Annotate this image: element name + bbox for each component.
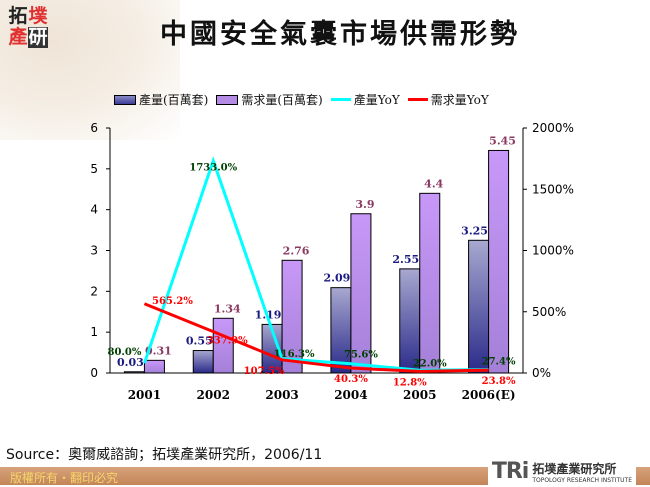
bar-demand [488, 149, 510, 374]
line-data-label: 107.5% [244, 366, 285, 377]
legend-swatch [216, 94, 239, 105]
legend-item: 產量YoY [330, 91, 400, 108]
copyright-text: 版權所有・翻印必究 [10, 471, 119, 485]
line-data-label: 565.2% [152, 296, 193, 307]
logo: 拓墣產研 [8, 6, 50, 52]
chart-legend: 產量(百萬套) 需求量(百萬套) 產量YoY 需求量YoY [114, 91, 489, 108]
x-tick-label: 2002 [197, 388, 230, 402]
line-data-label: 75.6% [344, 350, 378, 361]
right-tick-label: 1000% [532, 244, 574, 258]
bar-data-label: 0.03 [117, 356, 144, 369]
bar-demand [143, 359, 165, 374]
line-data-label: 1733.0% [189, 163, 237, 174]
bar-demand [281, 259, 303, 374]
bar-data-label: 2.55 [392, 253, 419, 266]
line-data-label: 27.4% [482, 357, 516, 368]
background-map [0, 0, 180, 140]
logo-char: 產 [8, 26, 28, 48]
x-tick-label: 2001 [128, 388, 161, 402]
brand-mark: TRi [491, 459, 529, 484]
x-tick-label: 2003 [265, 388, 298, 402]
right-tick-label: 0% [532, 366, 551, 380]
legend-swatch [407, 98, 428, 101]
bar-demand [419, 192, 441, 374]
line-data-label: 22.0% [413, 358, 447, 369]
bar-data-label: 4.4 [424, 177, 443, 190]
legend-label: 產量(百萬套) [139, 93, 209, 107]
x-tick-label: 2006(E) [462, 388, 516, 402]
left-tick-label: 1 [90, 325, 98, 339]
line-data-label: 40.3% [334, 374, 368, 385]
logo-char: 墣 [28, 5, 48, 27]
logo-char: 研 [28, 26, 48, 48]
source-note: Source：奧爾威諮詢；拓墣產業研究所，2006/11 [6, 447, 323, 463]
legend-label: 產量YoY [353, 93, 400, 107]
bar-data-label: 5.45 [489, 134, 516, 147]
line-demand-yoy [143, 302, 489, 373]
bar-demand [350, 213, 372, 374]
left-tick-label: 2 [90, 284, 98, 298]
line-data-label: 337.9% [207, 336, 248, 347]
x-tick-label: 2004 [334, 388, 367, 402]
legend-swatch [114, 94, 136, 105]
bar-production [468, 239, 490, 374]
footer-bar: 版權所有・翻印必究 [0, 467, 650, 485]
left-tick-label: 0 [90, 366, 98, 380]
legend-item: 需求量(百萬套) [216, 91, 323, 108]
bar-data-label: 3.9 [355, 198, 374, 211]
logo-char: 拓 [8, 5, 28, 27]
line-data-label: 12.8% [393, 377, 427, 388]
legend-item: 需求量YoY [407, 91, 489, 108]
left-tick-label: 5 [90, 162, 98, 176]
bar-data-label: 3.25 [461, 224, 488, 237]
bar-data-label: 0.31 [145, 344, 172, 357]
page-title: 中國安全氣囊市場供需形勢 [160, 19, 520, 50]
brand-en: TOPOLOGY RESEARCH INSTITUTE [532, 476, 632, 484]
legend-label: 需求量(百萬套) [241, 93, 323, 107]
left-tick-label: 3 [90, 244, 98, 258]
right-tick-label: 1500% [532, 182, 574, 196]
right-tick-label: 500% [532, 305, 566, 319]
bar-demand [212, 317, 234, 374]
bar-data-label: 1.34 [214, 302, 241, 315]
legend-swatch [330, 98, 351, 101]
bar-data-label: 0.55 [186, 335, 213, 348]
bar-production [123, 371, 145, 374]
legend-item: 產量(百萬套) [114, 91, 208, 108]
x-tick-label: 2005 [403, 388, 436, 402]
bar-data-label: 2.76 [283, 244, 310, 257]
left-tick-label: 4 [90, 203, 98, 217]
tri-logo: TRi 拓墣產業研究所 TOPOLOGY RESEARCH INSTITUTE [487, 457, 636, 486]
line-data-label: 116.3% [274, 349, 315, 360]
brand-cn: 拓墣產業研究所 [532, 461, 617, 476]
line-data-label: 23.8% [482, 376, 516, 387]
bar-data-label: 2.09 [324, 272, 351, 285]
legend-label: 需求量YoY [430, 93, 489, 107]
left-tick-label: 6 [90, 121, 98, 135]
right-tick-label: 2000% [532, 121, 574, 135]
bar-production [192, 350, 214, 374]
line-data-label: 80.0% [107, 347, 141, 358]
